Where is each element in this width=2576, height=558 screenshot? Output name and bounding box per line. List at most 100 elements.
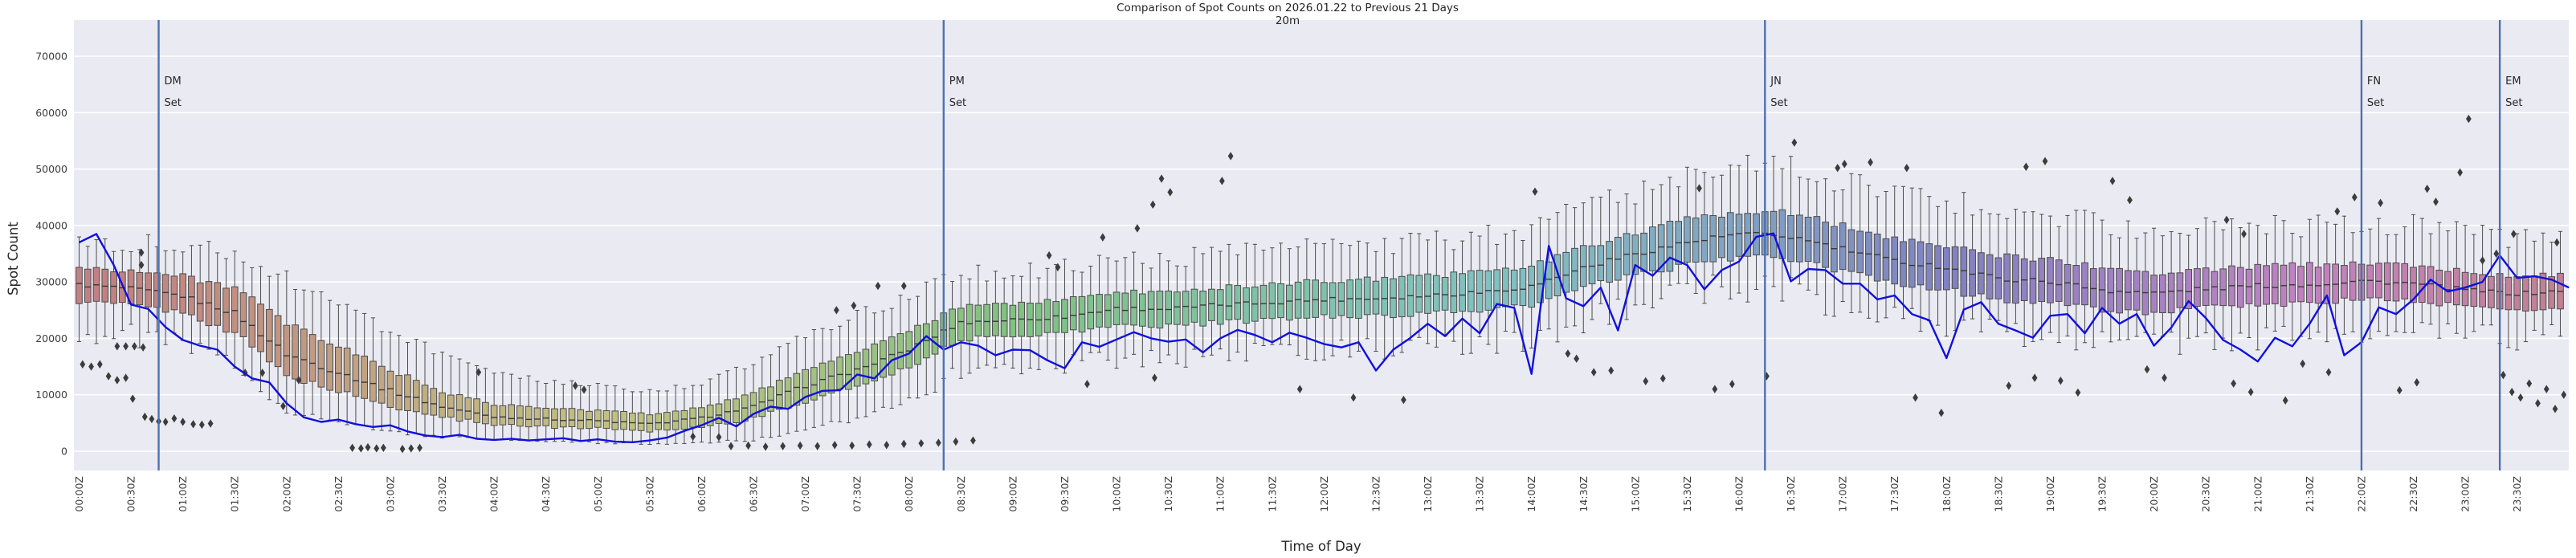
box bbox=[1415, 275, 1423, 313]
box bbox=[1718, 216, 1725, 259]
box-whisker bbox=[2047, 215, 2054, 333]
event-label-line2: Set bbox=[2367, 97, 2384, 109]
box-whisker bbox=[196, 244, 204, 344]
box-whisker bbox=[1579, 202, 1587, 334]
outlier-diamond bbox=[2535, 399, 2541, 408]
outlier-diamond bbox=[2223, 215, 2230, 225]
box bbox=[2107, 267, 2115, 312]
x-tick-label: 06:30Z bbox=[748, 476, 760, 512]
box-whisker bbox=[2505, 246, 2513, 348]
box bbox=[1424, 273, 1431, 314]
box bbox=[1960, 246, 1968, 297]
outlier-diamond bbox=[1574, 354, 1580, 363]
box-whisker bbox=[1553, 212, 1562, 343]
box bbox=[222, 287, 230, 333]
box-whisker bbox=[1069, 270, 1077, 356]
box bbox=[983, 303, 990, 337]
box bbox=[179, 273, 187, 314]
outlier-diamond bbox=[140, 343, 146, 352]
box-whisker bbox=[1804, 178, 1812, 291]
outlier-diamond bbox=[80, 360, 86, 369]
gridlines-group bbox=[74, 55, 2569, 452]
box-whisker bbox=[724, 370, 732, 441]
box-whisker bbox=[1649, 189, 1656, 308]
box bbox=[1684, 216, 1691, 263]
box bbox=[1579, 245, 1587, 287]
box bbox=[655, 413, 662, 430]
box bbox=[508, 404, 515, 426]
outlier-diamond bbox=[1167, 188, 1174, 197]
outlier-diamond bbox=[1219, 177, 1225, 185]
box bbox=[957, 308, 965, 341]
box-whisker bbox=[1251, 243, 1259, 344]
box bbox=[447, 394, 455, 417]
box bbox=[1709, 214, 1717, 263]
outlier-diamond bbox=[2552, 405, 2558, 413]
outlier-diamond bbox=[123, 342, 129, 351]
outlier-diamond bbox=[1400, 395, 1406, 405]
box-whisker bbox=[2012, 209, 2019, 324]
x-tick-label: 06:00Z bbox=[696, 476, 708, 512]
outlier-diamond bbox=[2282, 396, 2288, 405]
box-whisker bbox=[136, 249, 144, 348]
box bbox=[715, 403, 723, 424]
box-whisker bbox=[871, 312, 879, 413]
outlier-diamond bbox=[2510, 230, 2517, 238]
box bbox=[205, 281, 213, 327]
box bbox=[637, 412, 645, 431]
outlier-diamond bbox=[198, 420, 205, 430]
box bbox=[2375, 263, 2382, 299]
box-whisker bbox=[110, 250, 117, 340]
box-whisker bbox=[2194, 228, 2201, 337]
box bbox=[1441, 277, 1449, 311]
x-tick-label: 00:30Z bbox=[125, 476, 137, 512]
box bbox=[2254, 263, 2262, 307]
x-tick-label: 01:30Z bbox=[229, 476, 241, 512]
box-whisker bbox=[1234, 254, 1242, 353]
outlier-diamond bbox=[851, 301, 857, 310]
x-tick-label: 17:30Z bbox=[1888, 476, 1900, 512]
box bbox=[430, 388, 438, 416]
outlier-diamond bbox=[2414, 378, 2420, 387]
x-tick-label: 23:00Z bbox=[2460, 476, 2472, 512]
box-whisker bbox=[949, 281, 956, 369]
box-whisker bbox=[2557, 230, 2564, 337]
event-marker-fn: FN Set bbox=[2360, 20, 2384, 470]
box bbox=[335, 346, 342, 393]
box bbox=[1753, 213, 1760, 256]
box-whisker bbox=[265, 275, 273, 401]
box-whisker bbox=[1969, 214, 1976, 320]
box bbox=[1640, 232, 1647, 272]
box-whisker bbox=[1753, 170, 1760, 291]
box bbox=[1061, 299, 1068, 333]
box-whisker bbox=[1822, 178, 1829, 316]
box bbox=[1174, 291, 1181, 325]
x-tick-label: 21:00Z bbox=[2251, 476, 2264, 512]
outlier-diamond bbox=[2334, 207, 2341, 216]
box bbox=[1986, 254, 1994, 299]
box-whisker bbox=[680, 388, 688, 444]
box bbox=[2297, 266, 2305, 303]
box bbox=[784, 377, 792, 409]
outlier-diamond bbox=[1046, 250, 1052, 260]
box-whisker bbox=[1372, 250, 1380, 352]
outlier-diamond bbox=[207, 419, 214, 428]
box bbox=[2341, 265, 2348, 299]
box bbox=[2236, 267, 2244, 308]
event-label-line1: FN bbox=[2367, 75, 2381, 88]
y-tick-label: 10000 bbox=[35, 389, 67, 401]
box bbox=[949, 308, 956, 346]
box-whisker bbox=[586, 385, 593, 442]
box bbox=[628, 412, 636, 431]
y-tick-label: 70000 bbox=[35, 51, 67, 63]
box bbox=[1571, 247, 1578, 291]
box bbox=[836, 356, 843, 390]
outlier-diamond bbox=[2057, 376, 2064, 385]
box-whisker bbox=[2228, 218, 2235, 352]
box-whisker bbox=[1623, 193, 1631, 320]
outlier-diamond bbox=[2109, 177, 2116, 185]
box-whisker bbox=[1130, 251, 1137, 355]
box-whisker bbox=[2470, 234, 2478, 332]
box bbox=[170, 275, 178, 311]
outlier-diamond bbox=[374, 444, 380, 453]
